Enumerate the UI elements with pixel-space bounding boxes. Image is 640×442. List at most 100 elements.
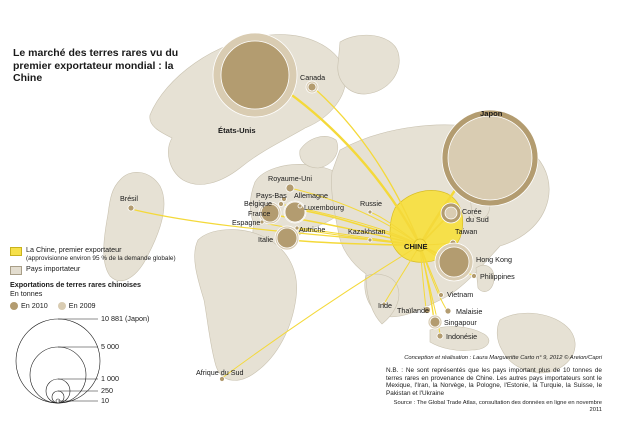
flow-south-africa (221, 244, 421, 379)
china-hub (413, 238, 427, 252)
label-south-africa: Afrique du Sud (196, 368, 244, 377)
flow-canada (313, 87, 421, 246)
scale-label-250: 250 (101, 386, 113, 395)
legend-2010-label: En 2010 (21, 301, 48, 310)
label-italy: Italie (258, 235, 273, 244)
land-south-america (103, 172, 165, 282)
label-russia: Russie (360, 199, 382, 208)
scale-label-1000: 1 000 (101, 374, 119, 383)
label-brazil: Brésil (120, 194, 138, 203)
scale-circle-10881 (15, 318, 101, 404)
bubble-luxembourg (297, 203, 303, 209)
bubble-thailand (423, 306, 431, 314)
bubble-singapore-2010 (429, 316, 441, 328)
label-hongkong: Hong Kong (476, 255, 512, 264)
exporter-swatch (10, 247, 22, 256)
legend-exporter-text: La Chine, premier exportateur (approvisi… (26, 245, 176, 263)
bubble-vietnam (438, 292, 444, 298)
bubble-spain (259, 219, 265, 225)
label-india: Inde (378, 301, 392, 310)
legend-exporter: La Chine, premier exportateur (approvisi… (10, 245, 200, 263)
label-belgium: Belgique (244, 199, 272, 208)
bubble-austria (294, 225, 300, 231)
label-thailand: Thaïlande (397, 306, 429, 315)
bubble-malaysia (444, 307, 452, 315)
dot-2010-icon (10, 302, 18, 311)
label-japan: Japon (480, 109, 503, 118)
label-germany: Allemagne (294, 191, 328, 200)
legend-importer-label: Pays importateur (26, 264, 81, 273)
label-philippines: Philippines (480, 272, 515, 281)
bubble-south-africa (219, 376, 225, 382)
flow-indonesia (419, 244, 441, 335)
bubble-india (381, 301, 387, 307)
land-africa (194, 229, 297, 381)
legend-unit: En tonnes (10, 288, 43, 298)
label-korea-1: Corée (462, 207, 482, 216)
land-australia (496, 312, 576, 374)
label-taiwan: Taiwan (455, 227, 477, 236)
label-singapore: Singapour (444, 318, 477, 327)
credit: Conception et réalisation : Laura Margue… (404, 355, 602, 361)
bubble-indonesia (436, 332, 444, 340)
land-philippines (475, 265, 495, 292)
nb-note: N.B. : Ne sont représentés que les pays … (386, 367, 602, 397)
legend-exporter-label: La Chine, premier exportateur (26, 245, 122, 254)
bubble-japan-2010 (447, 115, 533, 201)
land-india (365, 273, 400, 325)
bubble-canada-2010 (307, 82, 317, 92)
flow-malaysia (419, 244, 449, 313)
legend-importer: Pays importateur (10, 264, 200, 275)
label-malaysia: Malaisie (456, 307, 482, 316)
label-indonesia: Indonésie (446, 332, 477, 341)
flow-germany (299, 209, 421, 246)
bubble-hongkong-2010 (438, 246, 470, 278)
label-netherlands: Pays-Bas (256, 191, 287, 200)
map-title: Le marché des terres rares vu du premier… (13, 47, 179, 84)
flow-india (383, 244, 421, 305)
label-china: CHINE (404, 242, 428, 251)
label-spain: Espagne (232, 218, 260, 227)
bubble-philippines (471, 273, 477, 279)
importer-swatch (10, 266, 22, 275)
notes: Conception et réalisation : Laura Margue… (386, 355, 602, 415)
bubble-uk (285, 183, 295, 193)
label-kazakhstan: Kazakhstan (348, 227, 386, 236)
country-labels: États-Unis Japon CHINE Canada Brésil Roy… (120, 73, 515, 377)
bubbles (127, 32, 539, 382)
label-france: France (248, 209, 270, 218)
bubble-russia (367, 209, 373, 215)
label-korea-2: du Sud (466, 215, 489, 224)
bubble-korea-2010 (444, 206, 458, 220)
legend-exports-title: Exportations de terres rares chinoises (10, 280, 142, 289)
bubble-kazakhstan (367, 237, 373, 243)
legend-years: En 2010 En 2009 (10, 301, 200, 311)
label-uk: Royaume-Uni (268, 174, 312, 183)
scale-label-10881: 10 881 (Japon) (101, 314, 149, 323)
label-canada: Canada (300, 73, 325, 82)
flow-italy (289, 239, 421, 246)
scale-circle-5000 (29, 346, 87, 404)
label-austria: Autriche (299, 225, 325, 234)
size-scale (15, 318, 101, 404)
dot-2009-icon (57, 302, 66, 311)
scale-label-10: 10 (101, 396, 109, 405)
source: Source : The Global Trade Atlas, consult… (393, 400, 602, 414)
land-scandinavia (299, 136, 338, 169)
size-scale-labels: 10 881 (Japon) 5 000 1 000 250 10 (101, 314, 149, 405)
label-vietnam: Vietnam (447, 290, 473, 299)
bubble-brazil (127, 204, 135, 212)
bubble-belgium (278, 201, 284, 207)
bubble-usa-2010 (220, 40, 290, 110)
land-greenland (337, 34, 400, 95)
legend-2009-label: En 2009 (68, 301, 96, 310)
land-indonesia (429, 326, 490, 351)
scale-label-5000: 5 000 (101, 342, 119, 351)
bubble-netherlands (281, 196, 287, 202)
bubble-france-2010 (260, 203, 280, 223)
legend-exporter-note: (approvisionne environ 95 % de la demand… (26, 254, 176, 262)
flow-uk (289, 187, 421, 246)
label-usa: États-Unis (218, 126, 256, 135)
